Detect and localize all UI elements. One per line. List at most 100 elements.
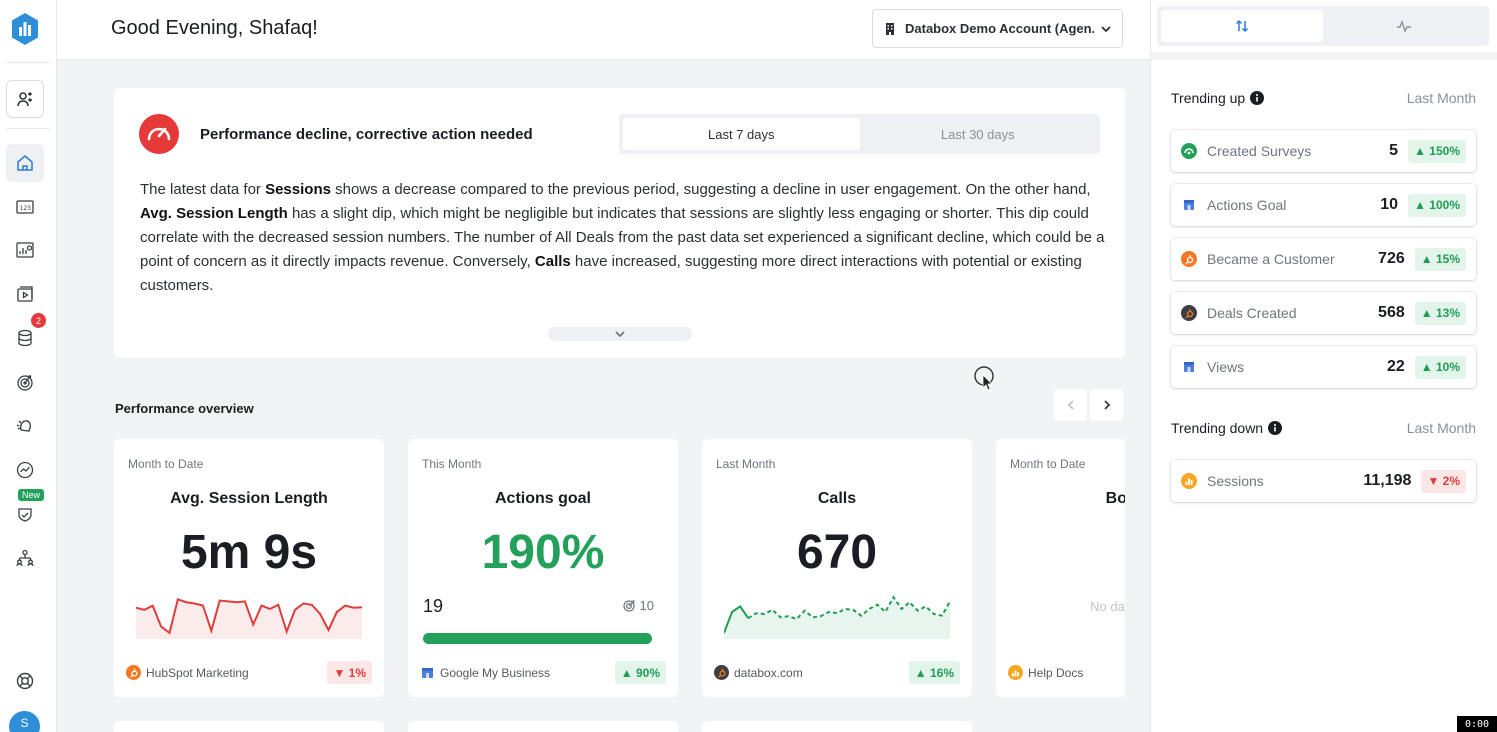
trending-tabs	[1157, 6, 1489, 46]
insight-card: Performance decline, corrective action n…	[114, 88, 1125, 358]
hubspot-dark-icon	[1181, 305, 1197, 321]
goal-progress-bar	[423, 633, 652, 644]
trending-up-period: Last Month	[1406, 90, 1476, 106]
databox-logo-icon[interactable]	[10, 12, 40, 46]
card-source: Google My Business	[420, 665, 550, 680]
trend-change: 15%	[1435, 252, 1460, 266]
helpdocs-icon	[1008, 665, 1023, 680]
expand-button[interactable]	[548, 327, 692, 341]
sparkline-line	[136, 597, 362, 635]
trending-down-header: Trending down Last Month	[1171, 420, 1476, 436]
sidebar-item-goals[interactable]	[6, 363, 44, 401]
trend-change-badge: ▲ 15%	[1414, 247, 1466, 271]
trend-row[interactable]: Deals Created 568 ▲ 13%	[1171, 292, 1476, 334]
sidebar-item-alerts[interactable]	[6, 407, 44, 445]
trend-change: 150%	[1429, 144, 1460, 158]
trend-change: 13%	[1435, 306, 1460, 320]
metric-card-placeholder	[114, 721, 384, 732]
card-source-name: databox.com	[734, 665, 803, 680]
trend-row[interactable]: Created Surveys 5 ▲ 150%	[1171, 130, 1476, 172]
sparkline-area	[136, 599, 362, 639]
user-switch-button[interactable]	[6, 80, 44, 118]
trend-row[interactable]: Views 22 ▲ 10%	[1171, 346, 1476, 388]
sidebar-item-metrics[interactable]: 123	[6, 188, 44, 226]
dashboards-icon	[16, 242, 34, 258]
insight-text-segment: has a slight dip, which might be negligi…	[140, 205, 1105, 270]
trend-row[interactable]: Actions Goal 10 ▲ 100%	[1171, 184, 1476, 226]
sidebar-item-reports[interactable]	[6, 275, 44, 313]
trend-value: 10	[1380, 196, 1399, 213]
notification-badge: 2	[31, 313, 46, 328]
change-value: 90%	[635, 665, 660, 680]
trend-change-badge: ▲ 100%	[1408, 193, 1466, 217]
goals-icon	[17, 375, 33, 391]
trend-change-badge: ▼ 2%	[1421, 469, 1466, 493]
goal-progress-fill	[423, 633, 652, 644]
card-metric-name: Bound	[1105, 490, 1125, 507]
trend-row[interactable]: Sessions 11,198 ▼ 2%	[1171, 460, 1476, 502]
trending-up-header: Trending up Last Month	[1171, 90, 1476, 106]
activity-pulse-icon	[1397, 19, 1411, 33]
account-selector[interactable]: Databox Demo Account (Agen...	[872, 9, 1123, 48]
info-icon[interactable]	[1268, 421, 1283, 435]
next-page-button[interactable]	[1090, 389, 1123, 421]
help-icon	[16, 672, 34, 690]
analytics-orange-icon	[1181, 473, 1197, 489]
card-metric-value: 5m 9s	[180, 526, 318, 579]
change-value: 16%	[929, 665, 954, 680]
metric-card-avg-session-length[interactable]: Month to Date Avg. Session Length 5m 9s …	[114, 439, 384, 697]
card-source: HubSpot Marketing	[126, 665, 249, 680]
metric-card-bounce[interactable]: Month to Date Bound No data for thi Help…	[996, 439, 1125, 697]
card-metric-value: 670	[796, 526, 878, 579]
card-period: This Month	[422, 457, 482, 471]
top-header: Good Evening, Shafaq! Databox Demo Accou…	[57, 0, 1150, 60]
trend-value: 726	[1378, 250, 1405, 267]
no-data-message: No data for thi	[1090, 599, 1125, 614]
previous-page-button[interactable]	[1054, 389, 1087, 421]
trend-change: 10%	[1435, 360, 1460, 374]
sidebar-item-home[interactable]	[6, 144, 44, 182]
trending-up-title: Trending up	[1171, 90, 1246, 106]
chevron-left-icon	[1067, 400, 1074, 410]
trend-change-badge: ▲ 150%	[1408, 139, 1466, 163]
sparkline-line	[724, 605, 750, 634]
sidebar-item-help[interactable]	[6, 662, 44, 700]
mouse-cursor-icon	[974, 366, 994, 391]
card-source: databox.com	[714, 665, 803, 680]
sidebar-item-datasources[interactable]: 2	[6, 313, 46, 357]
card-period: Month to Date	[1010, 457, 1086, 471]
range-option-7-days[interactable]: Last 7 days	[623, 118, 860, 150]
insight-title: Performance decline, corrective action n…	[200, 126, 533, 143]
change-badge: ▼ 1%	[327, 661, 372, 684]
card-source-name: Google My Business	[440, 665, 551, 680]
google-my-business-icon	[422, 668, 433, 678]
tab-activity[interactable]	[1323, 10, 1485, 42]
tab-trends[interactable]	[1161, 10, 1323, 42]
sparkline-chart	[136, 597, 362, 639]
sparkline-area	[724, 597, 950, 639]
trend-change: 2%	[1442, 474, 1460, 488]
alerts-icon	[16, 420, 31, 432]
card-period: Month to Date	[128, 457, 204, 471]
metric-card-actions-goal[interactable]: This Month Actions goal 190% 19 10 Googl…	[408, 439, 678, 697]
sidebar-item-dashboards[interactable]	[6, 231, 44, 269]
change-badge: ▲ 90%	[614, 661, 666, 684]
range-option-30-days[interactable]: Last 30 days	[940, 126, 1015, 142]
sidebar-item-team[interactable]	[6, 539, 44, 577]
insight-metric-name: Avg. Session Length	[140, 205, 288, 222]
analytics-icon	[16, 461, 34, 479]
insight-metric-name: Sessions	[265, 181, 331, 198]
trending-down-title: Trending down	[1171, 420, 1264, 436]
metric-card-calls[interactable]: Last Month Calls 670 databox.com ▲ 16%	[702, 439, 972, 697]
databox-icon	[714, 665, 729, 680]
trend-row[interactable]: Became a Customer 726 ▲ 15%	[1171, 238, 1476, 280]
google-my-business-icon	[1184, 200, 1194, 210]
sidebar-item-analytics[interactable]	[6, 451, 44, 489]
chevron-down-icon	[1101, 25, 1111, 32]
avatar[interactable]: S	[9, 711, 40, 732]
trend-label: Views	[1207, 359, 1245, 375]
card-metric-name: Actions goal	[494, 490, 591, 507]
info-icon[interactable]	[1250, 91, 1265, 105]
sidebar-item-benchmarks[interactable]: New	[6, 489, 45, 533]
speedometer-alert-icon	[139, 114, 179, 154]
